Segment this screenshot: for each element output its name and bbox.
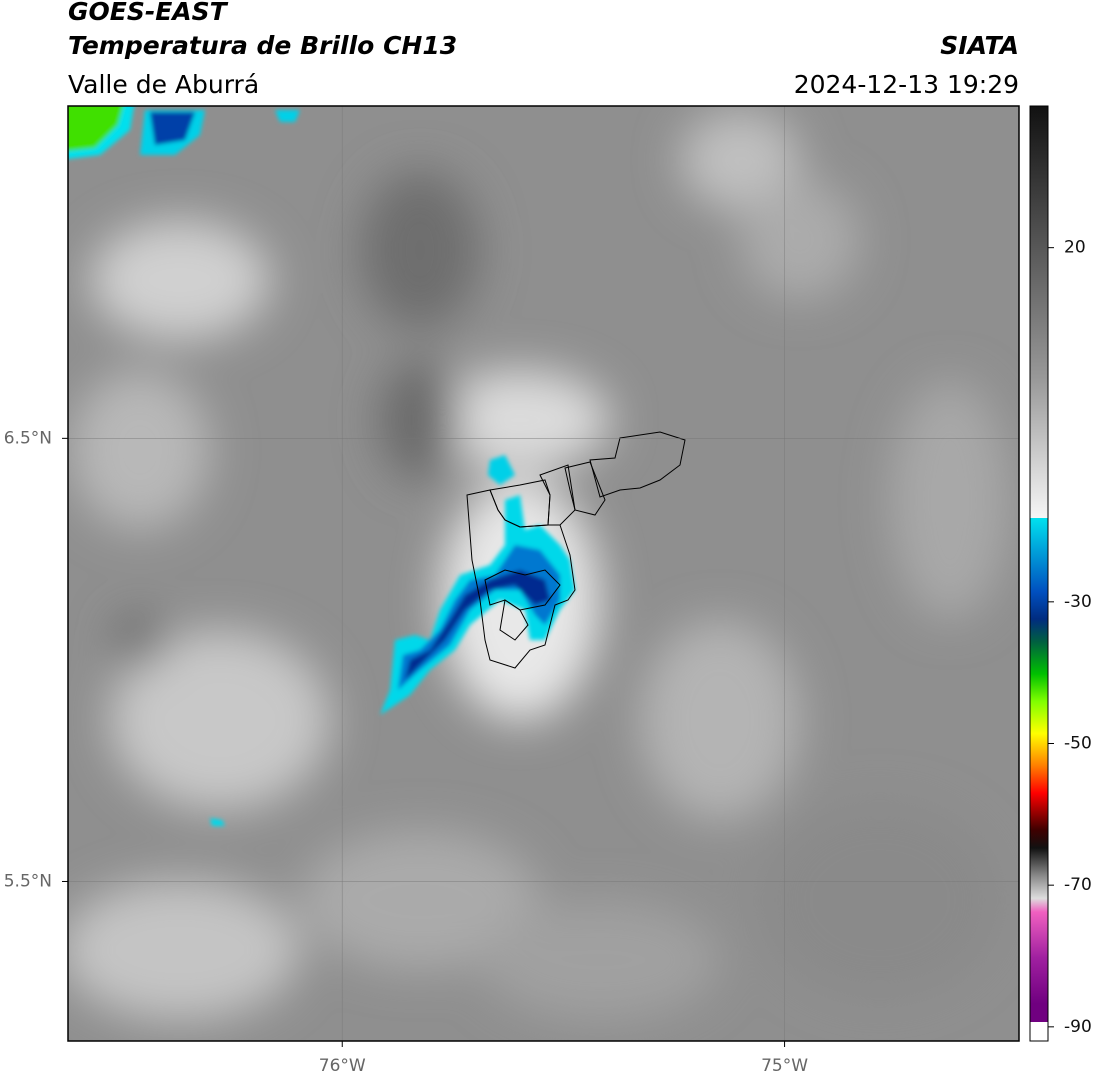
region: Valle de Aburrá — [68, 70, 259, 99]
colorbar-tick-label: -70 — [1064, 875, 1092, 895]
datetime: 2024-12-13 19:29 — [794, 70, 1019, 99]
x-tick-label: 76°W — [319, 1056, 366, 1076]
municipal-boundaries — [466, 431, 686, 669]
subtitle: Temperatura de Brillo CH13 — [68, 31, 457, 60]
title: GOES-EAST — [68, 0, 229, 26]
map-frame — [67, 105, 1020, 1042]
grid — [68, 106, 1019, 1041]
x-tick-label: 75°W — [761, 1056, 808, 1076]
colorbar-tick-label: -90 — [1064, 1017, 1092, 1037]
satellite-image — [68, 106, 1019, 1041]
colorbar-tick-label: -30 — [1064, 592, 1092, 612]
colorbar-tick-label: 20 — [1064, 238, 1086, 258]
source: SIATA — [940, 31, 1019, 60]
colorbar — [1030, 106, 1048, 1022]
colorbar-tick-label: -50 — [1064, 734, 1092, 754]
y-tick-label: 5.5°N — [4, 871, 52, 891]
y-tick-label: 6.5°N — [4, 428, 52, 448]
colorbar-frame — [1029, 105, 1049, 1042]
colorbar-under — [1030, 1022, 1048, 1041]
